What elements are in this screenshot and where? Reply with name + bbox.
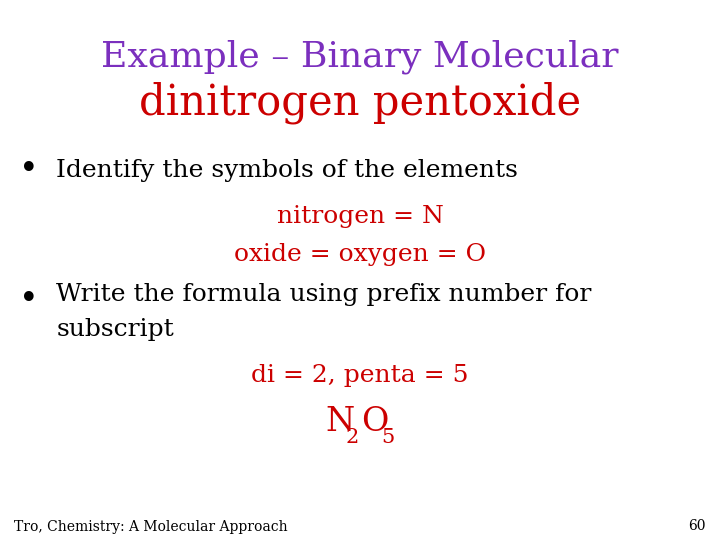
Text: nitrogen = N: nitrogen = N: [276, 205, 444, 227]
Text: Tro, Chemistry: A Molecular Approach: Tro, Chemistry: A Molecular Approach: [14, 519, 288, 534]
Text: •: •: [19, 154, 39, 186]
Text: oxide = oxygen = O: oxide = oxygen = O: [234, 244, 486, 266]
Text: N: N: [325, 406, 355, 438]
Text: 2: 2: [346, 428, 359, 447]
Text: •: •: [19, 284, 39, 316]
Text: Identify the symbols of the elements: Identify the symbols of the elements: [56, 159, 518, 181]
Text: 60: 60: [688, 519, 706, 534]
Text: subscript: subscript: [56, 318, 174, 341]
Text: di = 2, penta = 5: di = 2, penta = 5: [251, 364, 469, 387]
Text: dinitrogen pentoxide: dinitrogen pentoxide: [139, 82, 581, 124]
Text: Example – Binary Molecular: Example – Binary Molecular: [102, 39, 618, 74]
Text: Write the formula using prefix number for: Write the formula using prefix number fo…: [56, 283, 592, 306]
Text: 5: 5: [382, 428, 395, 447]
Text: O: O: [361, 406, 389, 438]
